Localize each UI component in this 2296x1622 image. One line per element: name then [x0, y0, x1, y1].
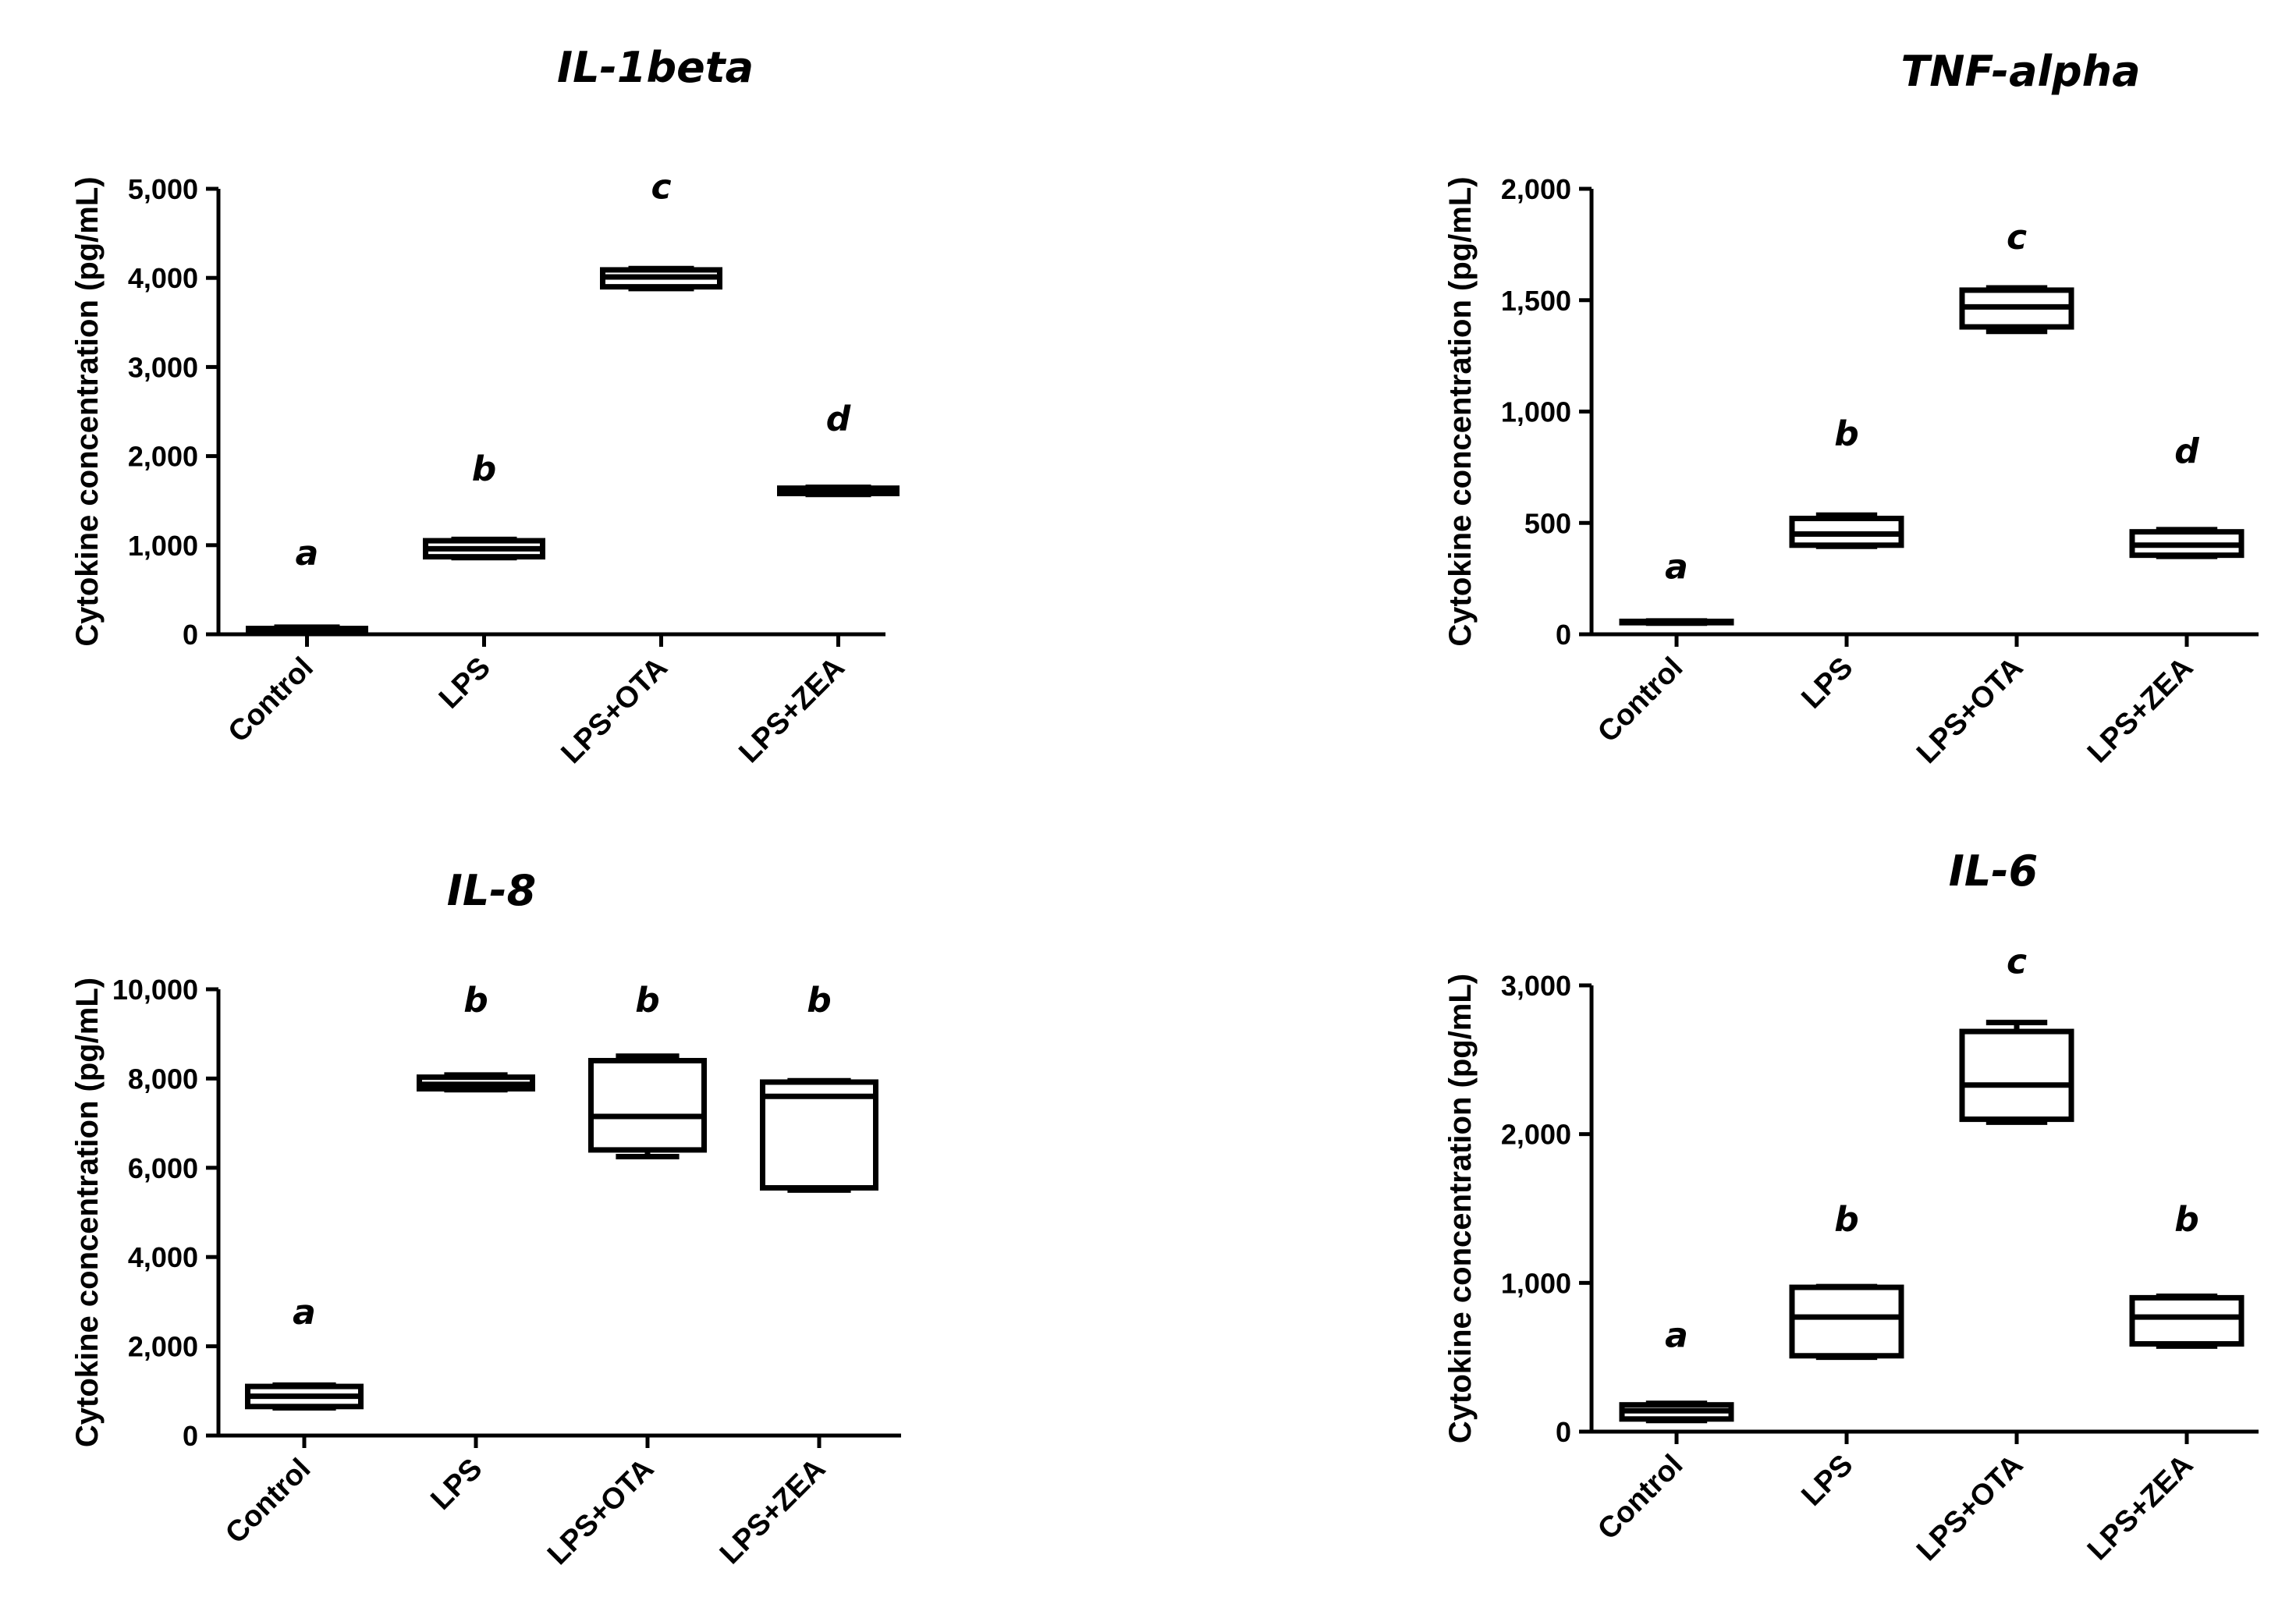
y-tick-label: 1,000: [128, 530, 198, 562]
box-plot: [2129, 1293, 2245, 1349]
chart-title: IL-6: [1949, 846, 2039, 896]
box-plot: [2129, 527, 2245, 559]
y-tick-label: 6,000: [128, 1152, 198, 1184]
y-axis-label: Cytokine concentration (pg/mL): [70, 978, 105, 1447]
x-tick-label: LPS+OTA: [1911, 1449, 2029, 1567]
x-tick-label: LPS+OTA: [555, 651, 673, 770]
chart-title: IL-8: [447, 866, 537, 915]
significance-letter: b: [463, 981, 488, 1020]
significance-letter: c: [651, 168, 671, 208]
box-plot: [1619, 1400, 1734, 1424]
y-axis-label: Cytokine concentration (pg/mL): [1443, 974, 1478, 1443]
x-tick-label: LPS+ZEA: [2081, 651, 2199, 769]
y-tick-label: 1,000: [1501, 1267, 1571, 1299]
y-tick-label: 2,000: [128, 1331, 198, 1363]
box-iqr: [2129, 1294, 2245, 1347]
significance-letter: c: [2007, 942, 2027, 982]
y-tick-label: 3,000: [1501, 970, 1571, 1002]
box-plot: [760, 1077, 878, 1193]
y-tick-label: 0: [183, 619, 198, 651]
x-tick-label: LPS: [1795, 651, 1859, 715]
significance-letter: b: [1834, 413, 1859, 453]
x-tick-label: LPS+ZEA: [2081, 1449, 2199, 1567]
box-plot: [1789, 512, 1904, 549]
x-tick-label: Control: [1592, 1449, 1689, 1546]
x-tick-label: LPS+ZEA: [733, 651, 850, 769]
box-iqr: [588, 1058, 707, 1153]
box-plot: [423, 536, 545, 561]
x-tick-label: LPS+OTA: [1911, 651, 2029, 770]
y-tick-label: 2,000: [128, 441, 198, 473]
x-tick-label: LPS+OTA: [541, 1453, 660, 1571]
chart-panel: IL-8 Cytokine concentration (pg/mL) 0 2,000…: [70, 866, 901, 1571]
significance-letter: a: [1665, 548, 1688, 587]
box-plot: [600, 265, 722, 292]
box-plot: [245, 1382, 364, 1411]
box-plot: [1619, 618, 1734, 626]
chart-title: IL-1beta: [557, 43, 754, 92]
box-plot: [417, 1072, 535, 1093]
significance-letter: b: [635, 981, 660, 1020]
significance-letter: d: [826, 399, 851, 438]
chart-panel: IL-1beta Cytokine concentration (pg/mL) 0 1…: [70, 43, 900, 770]
x-tick-label: LPS: [1795, 1449, 1859, 1513]
significance-letter: b: [1834, 1200, 1859, 1240]
x-tick-label: Control: [219, 1453, 317, 1550]
y-tick-label: 2,000: [1501, 173, 1571, 205]
y-tick-label: 1,500: [1501, 285, 1571, 317]
y-tick-label: 3,000: [128, 351, 198, 383]
x-tick-label: Control: [222, 651, 320, 749]
y-tick-label: 10,000: [112, 974, 198, 1006]
y-tick-label: 5,000: [128, 173, 198, 205]
x-tick-label: Control: [1592, 651, 1689, 749]
significance-letter: a: [1665, 1315, 1688, 1355]
y-tick-label: 0: [1556, 619, 1571, 651]
chart-panel: TNF-alpha Cytokine concentration (pg/mL) 0…: [1443, 47, 2259, 770]
box-plot: [246, 624, 368, 635]
y-tick-label: 0: [1556, 1416, 1571, 1448]
box-iqr: [760, 1079, 878, 1191]
significance-letter: b: [807, 981, 832, 1020]
chart-title: TNF-alpha: [1900, 47, 2140, 96]
y-tick-label: 1,000: [1501, 396, 1571, 428]
chart-panel: IL-6 Cytokine concentration (pg/mL) 0 1,000…: [1443, 846, 2259, 1567]
box-plot: [1959, 1020, 2074, 1125]
x-tick-label: LPS+ZEA: [714, 1453, 832, 1571]
significance-letter: a: [293, 1293, 316, 1333]
box-plot: [1789, 1283, 1904, 1361]
y-axis-label: Cytokine concentration (pg/mL): [1443, 176, 1478, 646]
box-plot: [1959, 285, 2074, 335]
significance-letter: c: [2007, 218, 2027, 257]
y-tick-label: 0: [183, 1420, 198, 1452]
x-tick-label: LPS: [433, 651, 497, 715]
box-iqr: [1789, 1284, 1904, 1359]
significance-letter: b: [472, 449, 497, 488]
y-tick-label: 2,000: [1501, 1119, 1571, 1151]
y-axis-label: Cytokine concentration (pg/mL): [70, 176, 105, 646]
box-plot: [777, 484, 900, 498]
y-tick-label: 4,000: [128, 1241, 198, 1273]
box-iqr: [1959, 1028, 2074, 1123]
significance-letter: a: [296, 534, 319, 573]
y-tick-label: 500: [1524, 507, 1571, 539]
x-tick-label: LPS: [424, 1453, 488, 1517]
significance-letter: d: [2174, 431, 2199, 471]
box-plot: [588, 1053, 707, 1159]
y-tick-label: 8,000: [128, 1063, 198, 1095]
y-tick-label: 4,000: [128, 262, 198, 294]
significance-letter: b: [2174, 1200, 2199, 1240]
